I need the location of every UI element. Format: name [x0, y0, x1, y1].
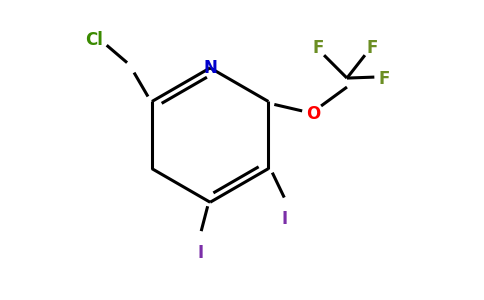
Text: O: O: [306, 105, 320, 123]
Text: N: N: [203, 59, 217, 77]
Text: F: F: [366, 39, 378, 57]
Text: F: F: [378, 70, 390, 88]
Text: I: I: [281, 210, 287, 228]
Text: Cl: Cl: [85, 31, 103, 49]
Text: F: F: [312, 39, 324, 57]
Text: I: I: [197, 244, 203, 262]
